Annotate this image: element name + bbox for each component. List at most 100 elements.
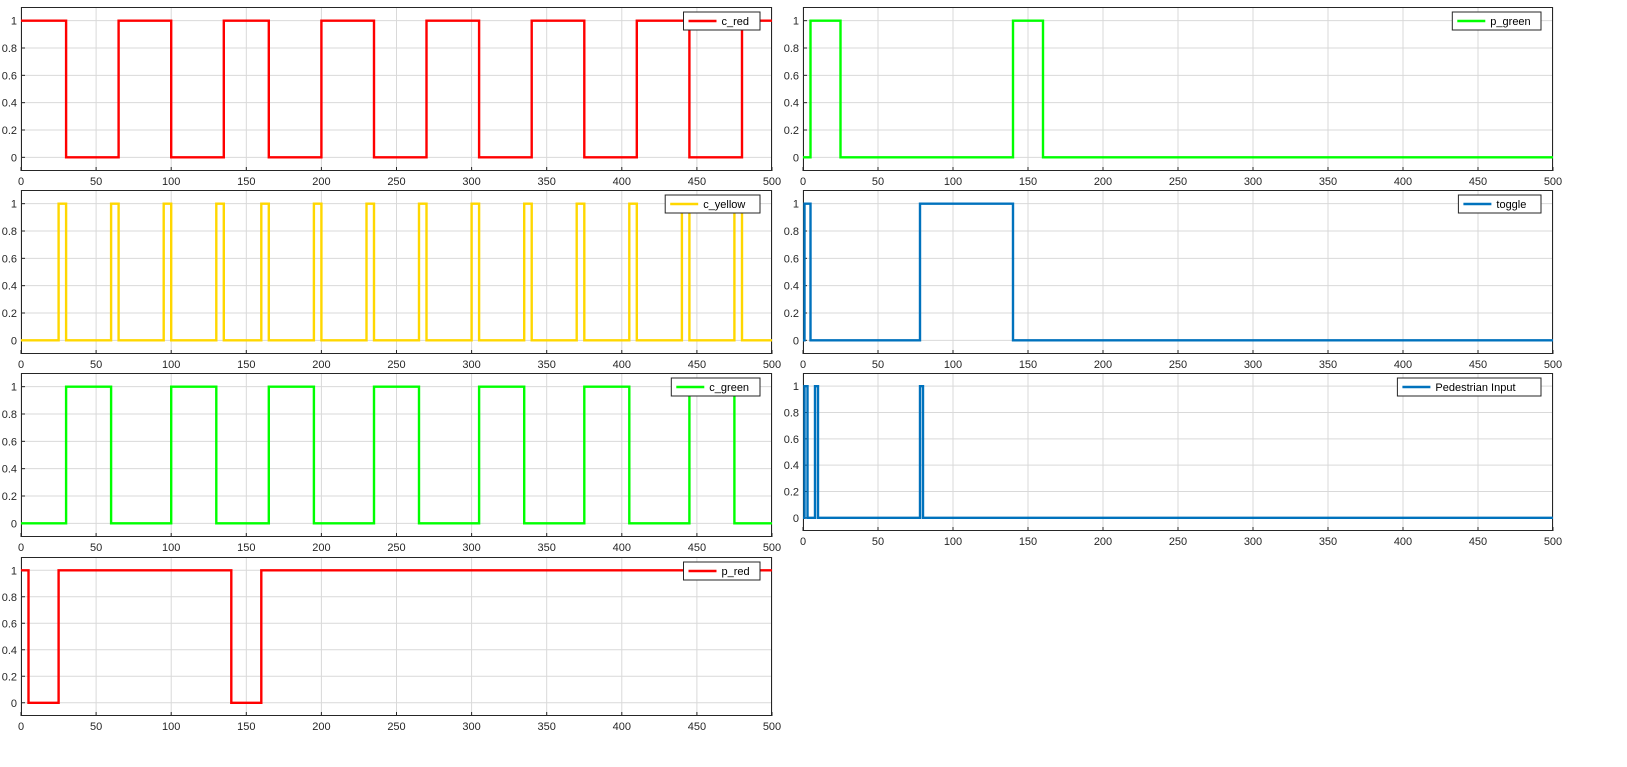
series-line-c-green: [21, 385, 772, 525]
x-tick-label: 250: [1169, 176, 1187, 188]
y-tick-label: 1: [11, 382, 17, 394]
x-tick-label: 450: [688, 359, 706, 371]
y-tick-label: 1: [11, 16, 17, 28]
x-tick-label: 150: [1019, 359, 1037, 371]
x-tick-label: 200: [1094, 359, 1112, 371]
x-tick-label: 0: [18, 542, 24, 554]
series-line-p-green: [803, 19, 1553, 159]
x-tick-label: 50: [90, 542, 102, 554]
y-tick-label: 0.8: [784, 43, 799, 55]
x-tick-label: 100: [944, 359, 962, 371]
y-tick-label: 0.8: [2, 226, 17, 238]
x-tick-label: 50: [90, 721, 102, 733]
y-tick-label: 0: [793, 513, 799, 525]
series-line-pedestrian-input: [803, 385, 1553, 519]
x-tick-label: 500: [1544, 176, 1562, 188]
x-tick-label: 250: [1169, 359, 1187, 371]
y-tick-label: 0.6: [2, 70, 17, 82]
x-tick-label: 250: [387, 721, 405, 733]
y-tick-label: 0.6: [2, 436, 17, 448]
legend-label: p_red: [722, 566, 750, 578]
x-tick-label: 300: [462, 176, 480, 188]
x-tick-label: 200: [1094, 536, 1112, 548]
x-tick-label: 100: [944, 176, 962, 188]
x-tick-label: 250: [387, 542, 405, 554]
x-tick-label: 50: [90, 176, 102, 188]
y-tick-label: 0.8: [784, 226, 799, 238]
x-tick-label: 400: [613, 359, 631, 371]
x-tick-label: 200: [312, 176, 330, 188]
series-line-c-red: [21, 19, 772, 159]
x-tick-label: 400: [1394, 359, 1412, 371]
x-tick-label: 100: [944, 536, 962, 548]
x-tick-label: 150: [237, 542, 255, 554]
x-tick-label: 250: [1169, 536, 1187, 548]
x-tick-label: 450: [688, 176, 706, 188]
x-tick-label: 500: [763, 721, 781, 733]
y-tick-label: 0.4: [784, 281, 799, 293]
legend-box: [683, 11, 761, 31]
x-tick-label: 400: [613, 542, 631, 554]
x-tick-label: 450: [1469, 359, 1487, 371]
plot-c-yellow: 0 50 100 150 200 250 300 350 400 450 500 0 0.2 0.4 0.6…: [2, 190, 781, 371]
x-tick-label: 200: [312, 359, 330, 371]
x-tick-label: 300: [462, 542, 480, 554]
y-tick-label: 0.8: [2, 43, 17, 55]
legend-c-green: c_green: [670, 377, 761, 397]
x-tick-label: 450: [688, 721, 706, 733]
x-tick-label: 500: [1544, 359, 1562, 371]
x-tick-label: 200: [312, 542, 330, 554]
x-tick-label: 50: [872, 359, 884, 371]
x-tick-label: 400: [613, 176, 631, 188]
x-tick-label: 350: [538, 542, 556, 554]
y-tick-label: 0.4: [784, 98, 799, 110]
x-tick-label: 350: [538, 359, 556, 371]
y-tick-label: 0: [11, 698, 17, 710]
legend-label: c_green: [709, 382, 749, 394]
y-tick-label: 1: [11, 199, 17, 211]
y-tick-label: 0.6: [784, 253, 799, 265]
x-tick-label: 450: [1469, 536, 1487, 548]
x-tick-label: 0: [800, 536, 806, 548]
x-tick-label: 0: [800, 359, 806, 371]
y-tick-label: 0.4: [2, 645, 17, 657]
x-tick-label: 50: [872, 176, 884, 188]
plot-pedestrian-input: 0 50 100 150 200 250 300 350 400 450 500 0 0.2 0.4 0.6…: [784, 373, 1562, 548]
x-tick-label: 350: [1319, 536, 1337, 548]
legend-label: Pedestrian Input: [1435, 382, 1515, 394]
x-tick-label: 0: [18, 721, 24, 733]
y-tick-label: 0.2: [2, 491, 17, 503]
x-tick-label: 100: [162, 359, 180, 371]
legend-box: [1396, 377, 1542, 397]
x-tick-label: 450: [1469, 176, 1487, 188]
x-tick-label: 250: [387, 176, 405, 188]
x-tick-label: 400: [613, 721, 631, 733]
y-tick-label: 0: [11, 335, 17, 347]
x-tick-label: 0: [800, 176, 806, 188]
legend-label: c_red: [722, 16, 750, 28]
x-tick-label: 150: [1019, 176, 1037, 188]
y-tick-label: 0.2: [2, 671, 17, 683]
legend-pedestrian-input: Pedestrian Input: [1396, 377, 1542, 397]
y-tick-label: 0.8: [784, 408, 799, 420]
x-tick-label: 150: [237, 721, 255, 733]
y-tick-label: 0.6: [2, 618, 17, 630]
plot-p-green: 0 50 100 150 200 250 300 350 400 450 500 0 0.2 0.4 0.6…: [784, 7, 1562, 188]
x-tick-label: 500: [763, 542, 781, 554]
y-tick-label: 0.2: [2, 308, 17, 320]
series-line-toggle: [803, 202, 1553, 342]
y-tick-label: 0.2: [784, 308, 799, 320]
x-tick-label: 350: [538, 721, 556, 733]
x-tick-label: 100: [162, 542, 180, 554]
y-tick-label: 0.4: [2, 281, 17, 293]
plot-p-red: 0 50 100 150 200 250 300 350 400 450 500 0 0.2 0.4 0.6…: [2, 557, 781, 733]
x-tick-label: 150: [237, 359, 255, 371]
plot-c-red: 0 50 100 150 200 250 300 350 400 450 500 0 0.2 0.4 0.6…: [2, 7, 781, 188]
x-tick-label: 300: [462, 721, 480, 733]
legend-box: [664, 194, 761, 214]
y-tick-label: 0.8: [2, 409, 17, 421]
legend-p-green: p_green: [1451, 11, 1542, 31]
y-tick-label: 0.4: [2, 464, 17, 476]
y-tick-label: 0.4: [784, 460, 799, 472]
